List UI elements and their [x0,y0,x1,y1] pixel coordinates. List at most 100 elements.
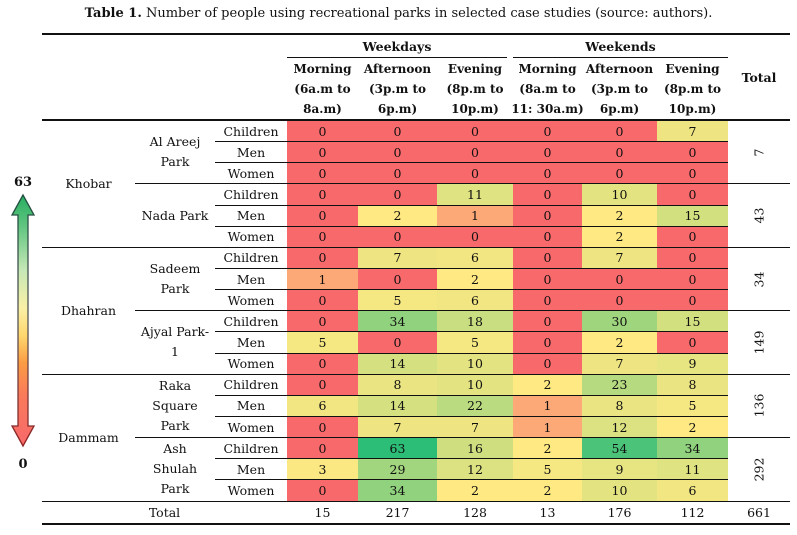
value-cell: 3 [287,459,358,481]
park-label: Ash Shulah Park [135,438,215,502]
column-header-weekday-evening: Evening (8p.m to 10p.m) [446,61,504,116]
value-cell: 0 [287,353,358,375]
value-cell: 0 [513,121,582,143]
value-cell: 7 [582,353,657,375]
group-label: Children [215,438,287,460]
legend-gradient-arrow [10,193,36,448]
value-cell: 0 [287,311,358,333]
weekdays-group-header: Weekdays [287,35,507,58]
value-cell: 34 [358,311,437,333]
value-cell: 0 [437,142,513,164]
city-label: Khobar [42,121,135,248]
park-label: Ajyal Park- 1 [135,311,215,375]
value-cell: 0 [582,121,657,143]
value-cell: 2 [513,438,582,460]
park-total-value: 136 [751,393,767,418]
value-cell: 1 [513,395,582,417]
group-label: Children [215,121,287,143]
value-cell: 0 [287,290,358,312]
group-label: Men [215,396,287,417]
value-cell: 0 [287,416,358,439]
value-cell: 2 [513,480,582,502]
value-cell: 9 [582,459,657,481]
value-cell: 0 [287,205,358,227]
value-cell: 2 [437,268,513,291]
value-cell: 5 [657,395,728,417]
value-cell: 63 [358,438,437,460]
table-footer: Total 15 217 128 13 176 112 661 [42,502,790,525]
data-table: Weekdays Weekends Total Morning (6a.m to… [42,33,790,525]
column-header-weekend-afternoon: Afternoon (3p.m to 6p.m) [585,61,654,116]
value-cell: 0 [582,142,657,164]
value-cell: 22 [437,395,513,417]
value-cell: 0 [358,332,437,354]
park-label: Nada Park [135,184,215,248]
group-label: Children [215,311,287,333]
group-label: Men [215,206,287,227]
park-total-value: 34 [751,271,767,287]
city-label: Dammam [42,375,135,502]
value-cell: 8 [657,374,728,396]
value-cell: 0 [657,332,728,354]
value-cell: 0 [513,142,582,164]
value-cell: 0 [358,163,437,185]
park-label: Sadeem Park [135,248,215,312]
table-title-prefix: Table 1. [84,6,142,21]
value-cell: 30 [582,311,657,333]
group-label: Children [215,184,287,206]
value-cell: 29 [358,459,437,481]
park-label: Raka Square Park [135,375,215,439]
value-cell: 0 [287,226,358,248]
value-cell: 0 [657,142,728,164]
value-cell: 6 [437,247,513,269]
city-label: Dhahran [42,248,135,375]
value-cell: 6 [657,480,728,502]
group-label: Men [215,269,287,291]
value-cell: 1 [287,268,358,291]
value-cell: 1 [513,416,582,439]
park-total-value: 43 [751,207,767,224]
value-cell: 2 [358,205,437,227]
group-label: Women [215,354,287,375]
value-cell: 16 [437,438,513,460]
value-cell: 0 [513,163,582,185]
group-label: Men [215,142,287,164]
value-cell: 0 [657,290,728,312]
park-total-value: 149 [751,330,767,355]
value-cell: 0 [287,247,358,269]
park-total: 43 [728,184,790,248]
park-total-value: 7 [751,148,767,157]
value-cell: 0 [513,184,582,206]
table-header: Weekdays Weekends Total Morning (6a.m to… [42,33,790,121]
value-cell: 34 [358,480,437,502]
column-header-weekend-evening: Evening (8p.m to 10p.m) [663,61,722,116]
value-cell: 2 [582,205,657,227]
value-cell: 0 [287,184,358,206]
value-cell: 12 [582,416,657,439]
group-label: Women [215,417,287,439]
column-header-weekday-morning: Morning (6a.m to 8a.m) [293,61,352,116]
value-cell: 0 [287,438,358,460]
value-cell: 0 [437,163,513,185]
value-cell: 14 [358,353,437,375]
value-cell: 0 [287,163,358,185]
value-cell: 7 [358,247,437,269]
value-cell: 0 [287,121,358,143]
value-cell: 0 [657,163,728,185]
park-total: 136 [728,375,790,439]
table-title: Table 1. Number of people using recreati… [0,6,797,21]
value-cell: 0 [358,268,437,291]
value-cell: 0 [513,247,582,269]
value-cell: 0 [657,184,728,206]
value-cell: 0 [582,268,657,291]
legend-arrow-icon: 63 0 [10,175,36,472]
value-cell: 6 [437,290,513,312]
value-cell: 0 [437,226,513,248]
value-cell: 0 [513,205,582,227]
value-cell: 15 [657,311,728,333]
park-total: 7 [728,121,790,185]
value-cell: 0 [657,247,728,269]
value-cell: 10 [582,184,657,206]
value-cell: 15 [657,205,728,227]
